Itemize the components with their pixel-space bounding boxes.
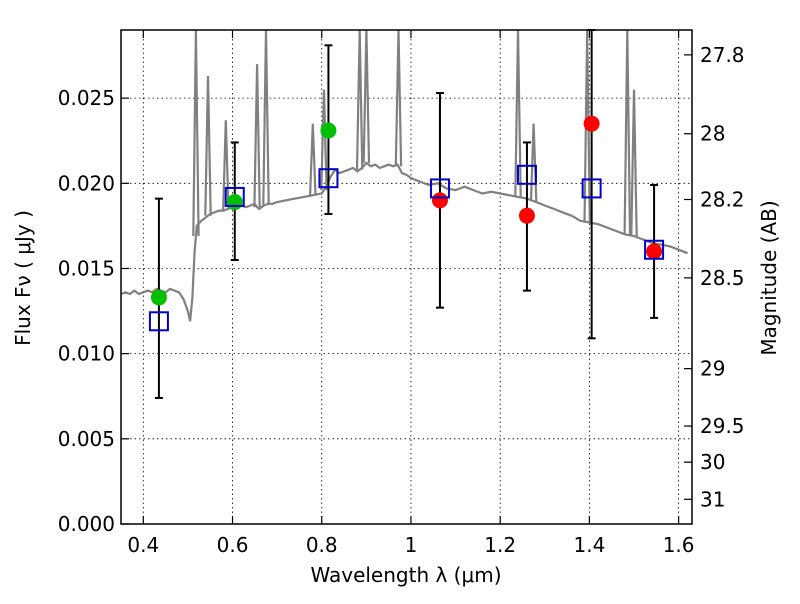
spectrum-spike bbox=[362, 30, 371, 163]
y2-tick-label: 27.8 bbox=[700, 43, 745, 67]
y2-tick-label: 28.2 bbox=[700, 187, 745, 211]
model-photometry-square bbox=[516, 164, 537, 185]
spectrum-spike bbox=[192, 30, 200, 237]
y-tick-label: 0.010 bbox=[58, 342, 115, 366]
y2-tick-label: 28.5 bbox=[700, 266, 745, 290]
points-layer bbox=[148, 115, 665, 332]
x-tick-label: 1.6 bbox=[663, 533, 695, 557]
model-photometry-square bbox=[429, 178, 450, 199]
spectrum-spike bbox=[253, 64, 261, 208]
model-photometry-square bbox=[318, 168, 339, 189]
red-data-point bbox=[431, 192, 448, 209]
red-data-point bbox=[518, 207, 535, 224]
x-axis-title: Wavelength λ (μm) bbox=[310, 563, 501, 587]
spectrum-spike bbox=[262, 30, 270, 205]
red-data-point bbox=[646, 243, 663, 260]
x-tick-label: 0.4 bbox=[127, 533, 159, 557]
model-spectrum-line bbox=[121, 161, 688, 322]
spectrum-spike bbox=[394, 30, 403, 167]
plot-frame bbox=[120, 29, 693, 525]
axes-layer: 0.4 0.6 0.8 1 1.2 1.4 1.6 0.000 0.005 0.010 0.015 0… bbox=[58, 29, 745, 557]
y2-tick-label: 29 bbox=[700, 357, 725, 381]
spectrum-spike bbox=[222, 120, 230, 210]
spectrum-spike bbox=[355, 30, 364, 170]
spectrum-spike bbox=[583, 30, 591, 223]
y2-tick-label: 31 bbox=[700, 487, 725, 511]
y2-tick-label: 29.5 bbox=[700, 414, 745, 438]
x-tick-label: 0.8 bbox=[306, 533, 338, 557]
green-data-point bbox=[226, 194, 243, 211]
model-photometry-square bbox=[148, 311, 169, 332]
y-axis-title: Flux Fν ( μJy ) bbox=[11, 210, 35, 346]
model-photometry-square bbox=[581, 178, 602, 199]
y2-tick-label: 30 bbox=[700, 450, 725, 474]
red-data-point bbox=[583, 115, 600, 132]
y-tick-label: 0.000 bbox=[58, 512, 115, 536]
spectrum-spike bbox=[320, 89, 328, 191]
green-data-point bbox=[320, 122, 337, 139]
y-tick-label: 0.015 bbox=[58, 256, 115, 280]
spectrum-spike bbox=[623, 30, 632, 235]
x-tick-label: 1.2 bbox=[484, 533, 516, 557]
model-photometry-square bbox=[224, 186, 245, 207]
spectrum-spike bbox=[514, 30, 522, 197]
spectrum-layer bbox=[121, 30, 688, 322]
x-tick-label: 0.6 bbox=[217, 533, 249, 557]
spectrum-spike bbox=[309, 123, 317, 196]
errorbar-layer bbox=[154, 29, 659, 399]
model-photometry-square bbox=[644, 239, 665, 260]
x-tick-label: 1.4 bbox=[573, 533, 605, 557]
green-data-point bbox=[150, 289, 167, 306]
y2-tick-label: 28 bbox=[700, 122, 725, 146]
x-tick-label: 1 bbox=[405, 533, 418, 557]
y-tick-label: 0.005 bbox=[58, 427, 115, 451]
y-tick-label: 0.025 bbox=[58, 86, 115, 110]
spectrum-spike bbox=[204, 75, 212, 216]
spectrum-spike bbox=[529, 123, 538, 202]
y2-axis-title: Magnitude (AB) bbox=[757, 200, 781, 355]
spectrum-spike bbox=[630, 89, 638, 237]
y-tick-label: 0.020 bbox=[58, 171, 115, 195]
